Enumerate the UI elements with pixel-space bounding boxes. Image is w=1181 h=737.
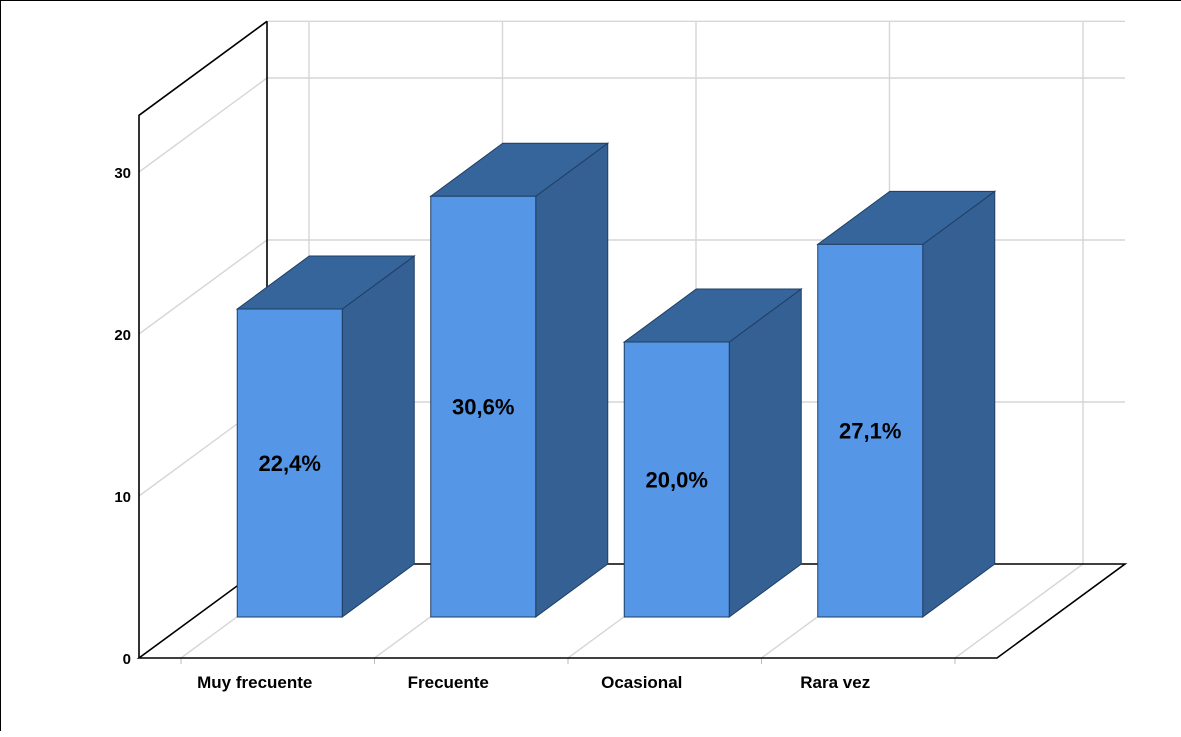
bar-data-label: 27,1% (839, 419, 901, 444)
left-wall-edge (138, 20, 268, 658)
y-tick-label: 30 (114, 165, 131, 182)
bar (235, 255, 416, 618)
bar-data-label: 22,4% (259, 451, 321, 476)
floor-gridline (954, 563, 1084, 659)
bar-data-label: 20,0% (646, 468, 708, 493)
y-tick-label: 10 (114, 489, 131, 506)
bar-side-face (922, 190, 996, 618)
x-category-label: Ocasional (601, 673, 682, 692)
bar-side-face (535, 142, 609, 618)
y-tick-label: 0 (123, 651, 131, 668)
bar-side-face (728, 288, 802, 618)
bar-front-face (430, 195, 537, 618)
bar-front-face (817, 243, 924, 618)
x-category-label: Muy frecuente (197, 673, 312, 692)
chart-bars (235, 142, 997, 618)
chart-labels: 0 10 20 30 22,4% Muy frecuente 30,6% Frecuente 2… (114, 165, 901, 692)
bar-side-face (341, 255, 415, 618)
bar (816, 190, 997, 618)
bar (622, 288, 803, 618)
left-wall-gridline (138, 239, 268, 335)
x-category-label: Rara vez (800, 673, 870, 692)
left-wall-gridline (138, 77, 268, 173)
bar-front-face (623, 341, 730, 618)
bar-front-face (236, 308, 343, 618)
bar (429, 142, 610, 618)
bar-data-label: 30,6% (452, 395, 514, 420)
y-tick-label: 20 (114, 327, 131, 344)
x-category-label: Frecuente (408, 673, 489, 692)
